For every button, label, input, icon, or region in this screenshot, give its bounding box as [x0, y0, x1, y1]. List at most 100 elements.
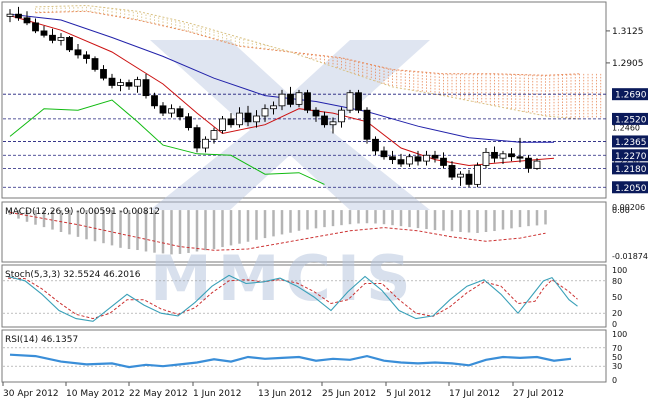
level-label: 1.2520	[615, 115, 647, 125]
candle-body	[482, 151, 490, 166]
level-label: 1.2050	[615, 184, 647, 194]
candle-body	[49, 34, 56, 41]
candle-body	[40, 30, 48, 36]
candle-body	[15, 13, 22, 19]
watermark-logo	[150, 40, 430, 210]
cloud-span-a	[35, 10, 580, 76]
macd-series	[8, 210, 547, 255]
candle-body	[516, 156, 524, 159]
level-label: 1.2270	[615, 152, 647, 162]
level-label-box	[612, 88, 648, 101]
candle-body	[533, 160, 541, 169]
price-tick-label: 1.2460	[612, 124, 640, 133]
candle-body	[372, 138, 379, 152]
candlesticks	[6, 6, 541, 188]
candle-body	[457, 173, 464, 178]
candle-body	[117, 82, 124, 86]
candle-body	[448, 165, 456, 178]
candle-body	[100, 69, 107, 79]
stochastic-series	[3, 274, 606, 322]
candle-body	[210, 130, 218, 140]
candle-body	[329, 121, 337, 126]
candle-body	[6, 13, 14, 17]
candle-body	[185, 116, 192, 129]
candle-body	[125, 82, 133, 87]
level-label: 1.2365	[615, 138, 647, 148]
candle-body	[23, 17, 31, 24]
candle-body	[83, 54, 90, 59]
macd-signal-line	[9, 212, 546, 251]
candle-body	[219, 118, 226, 131]
candle-body	[397, 159, 405, 165]
candle-body	[338, 109, 345, 123]
rsi-title: RSI(14) 46.1357	[5, 335, 78, 345]
candle-body	[142, 79, 150, 97]
stoch-tick-label: 0	[612, 320, 617, 329]
candle-body	[406, 156, 413, 165]
x-tick-label: 22 May 2012	[129, 389, 188, 399]
stoch-signal-line	[7, 277, 578, 320]
chikou-span-line	[9, 99, 325, 185]
candle-body	[321, 115, 328, 126]
candle-body	[380, 150, 388, 158]
candle-body	[253, 115, 260, 123]
rsi-series	[3, 347, 606, 369]
rsi-tick-label: 30	[612, 362, 622, 371]
candle-body	[304, 92, 311, 111]
candle-body	[236, 112, 243, 126]
price-tick-label: 1.2230	[612, 157, 640, 166]
stoch-tick-label: 100	[612, 266, 627, 275]
candle-body	[423, 154, 430, 162]
candle-body	[389, 156, 396, 161]
price-tick-label: 1.3125	[612, 27, 644, 37]
candle-body	[168, 108, 175, 114]
candle-body	[525, 157, 532, 169]
candle-body	[465, 173, 473, 185]
x-tick-label: 5 Jul 2012	[386, 389, 431, 399]
candle-body	[57, 37, 65, 41]
stoch-tick-label: 80	[612, 277, 622, 286]
rsi-tick-label: 100	[612, 330, 627, 339]
x-tick-label: 30 Apr 2012	[3, 389, 59, 399]
candle-body	[440, 157, 447, 166]
rsi-tick-label: 70	[612, 344, 622, 353]
level-label-box	[612, 135, 648, 148]
candle-body	[227, 118, 235, 126]
candle-body	[261, 108, 269, 117]
macd-title: MACD(12,26,9) -0.00591 -0.00812	[5, 207, 160, 217]
level-label: 1.2180	[615, 165, 647, 175]
candle-body	[491, 151, 498, 159]
candle-body	[499, 153, 507, 159]
axis-labels: 1.3125 1.2905 1.2460 1.2230 1.2690 1.2520 1.23…	[2, 27, 648, 399]
candle-body	[474, 165, 481, 185]
candle-body	[287, 93, 294, 105]
macd-tick-label: 0.00206	[612, 203, 645, 212]
candle-body	[32, 22, 39, 32]
rsi-line	[9, 353, 572, 369]
cloud-span-b	[35, 4, 580, 120]
ichimoku-cloud	[35, 4, 602, 120]
candle-body	[278, 93, 286, 107]
level-label-box	[612, 181, 648, 194]
x-tick-label: 1 Jun 2012	[193, 389, 241, 399]
candle-body	[134, 79, 141, 87]
level-label: 1.2690	[615, 91, 647, 101]
stoch-panel	[1, 264, 607, 328]
candle-body	[355, 92, 362, 111]
candle-body	[363, 109, 371, 140]
stoch-tick-label: 20	[612, 309, 622, 318]
candle-body	[202, 138, 209, 149]
macd-tick-label: -0.01874	[612, 252, 648, 261]
x-tick-label: 25 Jun 2012	[322, 389, 376, 399]
watermark-text: MMCIS	[150, 242, 417, 315]
candle-body	[270, 105, 277, 110]
stoch-title: Stoch(5,3,3) 32.5524 46.2016	[5, 270, 141, 280]
rsi-tick-label: 0	[612, 376, 617, 385]
rsi-panel	[1, 329, 607, 383]
x-tick-label: 13 Jun 2012	[258, 389, 312, 399]
x-tick-label: 27 Jul 2012	[513, 389, 564, 399]
level-label-box	[612, 149, 648, 162]
x-tick-label: 10 May 2012	[66, 389, 125, 399]
